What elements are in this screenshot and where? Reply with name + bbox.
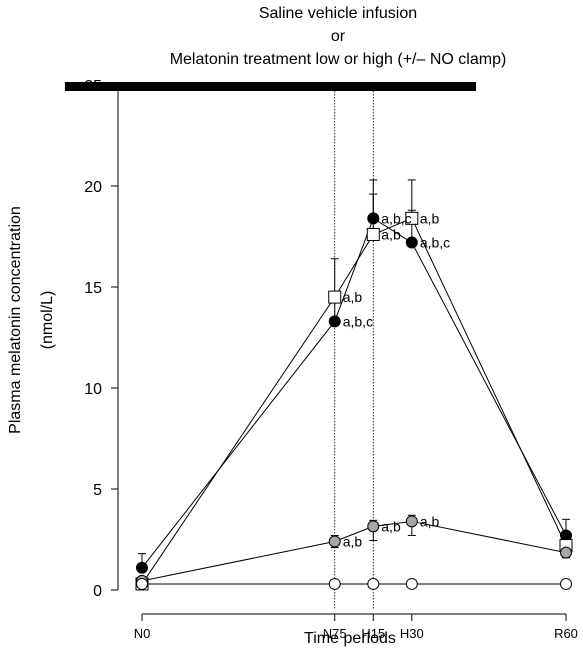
series-1-point-H15 [367,212,380,225]
series-3-label-H15: a,b [381,518,401,534]
series-2-point-H30 [405,211,419,225]
x-tick-label-N0: N0 [134,626,151,641]
y-tick-label-0: 0 [93,583,102,600]
x-tick-label-N75: N75 [323,626,347,641]
x-tick-label-H30: H30 [400,626,424,641]
series-2-label-H15: a,b [381,226,401,242]
series-1-point-N0 [136,561,148,574]
y-tick-label-5: 5 [93,482,102,499]
series-3-point-R60 [560,546,572,559]
series-2-point-N75 [328,290,342,304]
series-4-point-H30 [405,577,418,590]
series-4-point-N0 [136,577,148,590]
series-1-label-H15: a,b,c [381,210,411,226]
y-tick-label-15: 15 [84,280,102,297]
series-2-label-N75: a,b [343,289,363,305]
series-2-label-H30: a,b [420,210,440,226]
series-4-point-H15 [367,577,380,590]
y-tick-label-20: 20 [84,179,102,196]
series-1-label-N75: a,b,c [343,313,373,329]
treatment-bar [64,82,477,91]
y-axis-label-line-2: (nmol/L) [39,291,56,350]
series-4-point-R60 [560,577,572,590]
series-1-point-N75 [328,315,341,328]
series-3-line [141,520,567,582]
series-1-line [141,217,567,569]
x-axis-label: Time periods [304,630,396,647]
x-tick-label-H15: H15 [361,626,385,641]
series-2-line [141,217,567,585]
series-2-point-H15 [366,227,380,241]
series-3-point-H30 [405,515,418,528]
x-tick-label-R60: R60 [554,626,578,641]
series-3-label-H30: a,b [420,513,440,529]
y-axis-label: Plasma melatonin concentration (nmol/L) [7,206,56,434]
y-tick-label-25: 25 [84,78,102,95]
series-1-label-H30: a,b,c [420,235,450,251]
y-axis-label-line-1: Plasma melatonin concentration [7,206,24,434]
series-3-point-N75 [328,535,341,548]
series-3-point-H15 [367,520,380,533]
series-4-point-N75 [328,577,341,590]
series-3-label-N75: a,b [343,534,363,550]
title-line-3: Melatonin treatment low or high (+/– NO … [170,51,507,68]
title-line-1: Saline vehicle infusion [259,5,417,22]
title-line-2: or [331,28,346,45]
series-1-point-H30 [405,236,418,249]
chart-title: Saline vehicle infusion or Melatonin tre… [170,5,507,68]
y-tick-label-10: 10 [84,381,102,398]
